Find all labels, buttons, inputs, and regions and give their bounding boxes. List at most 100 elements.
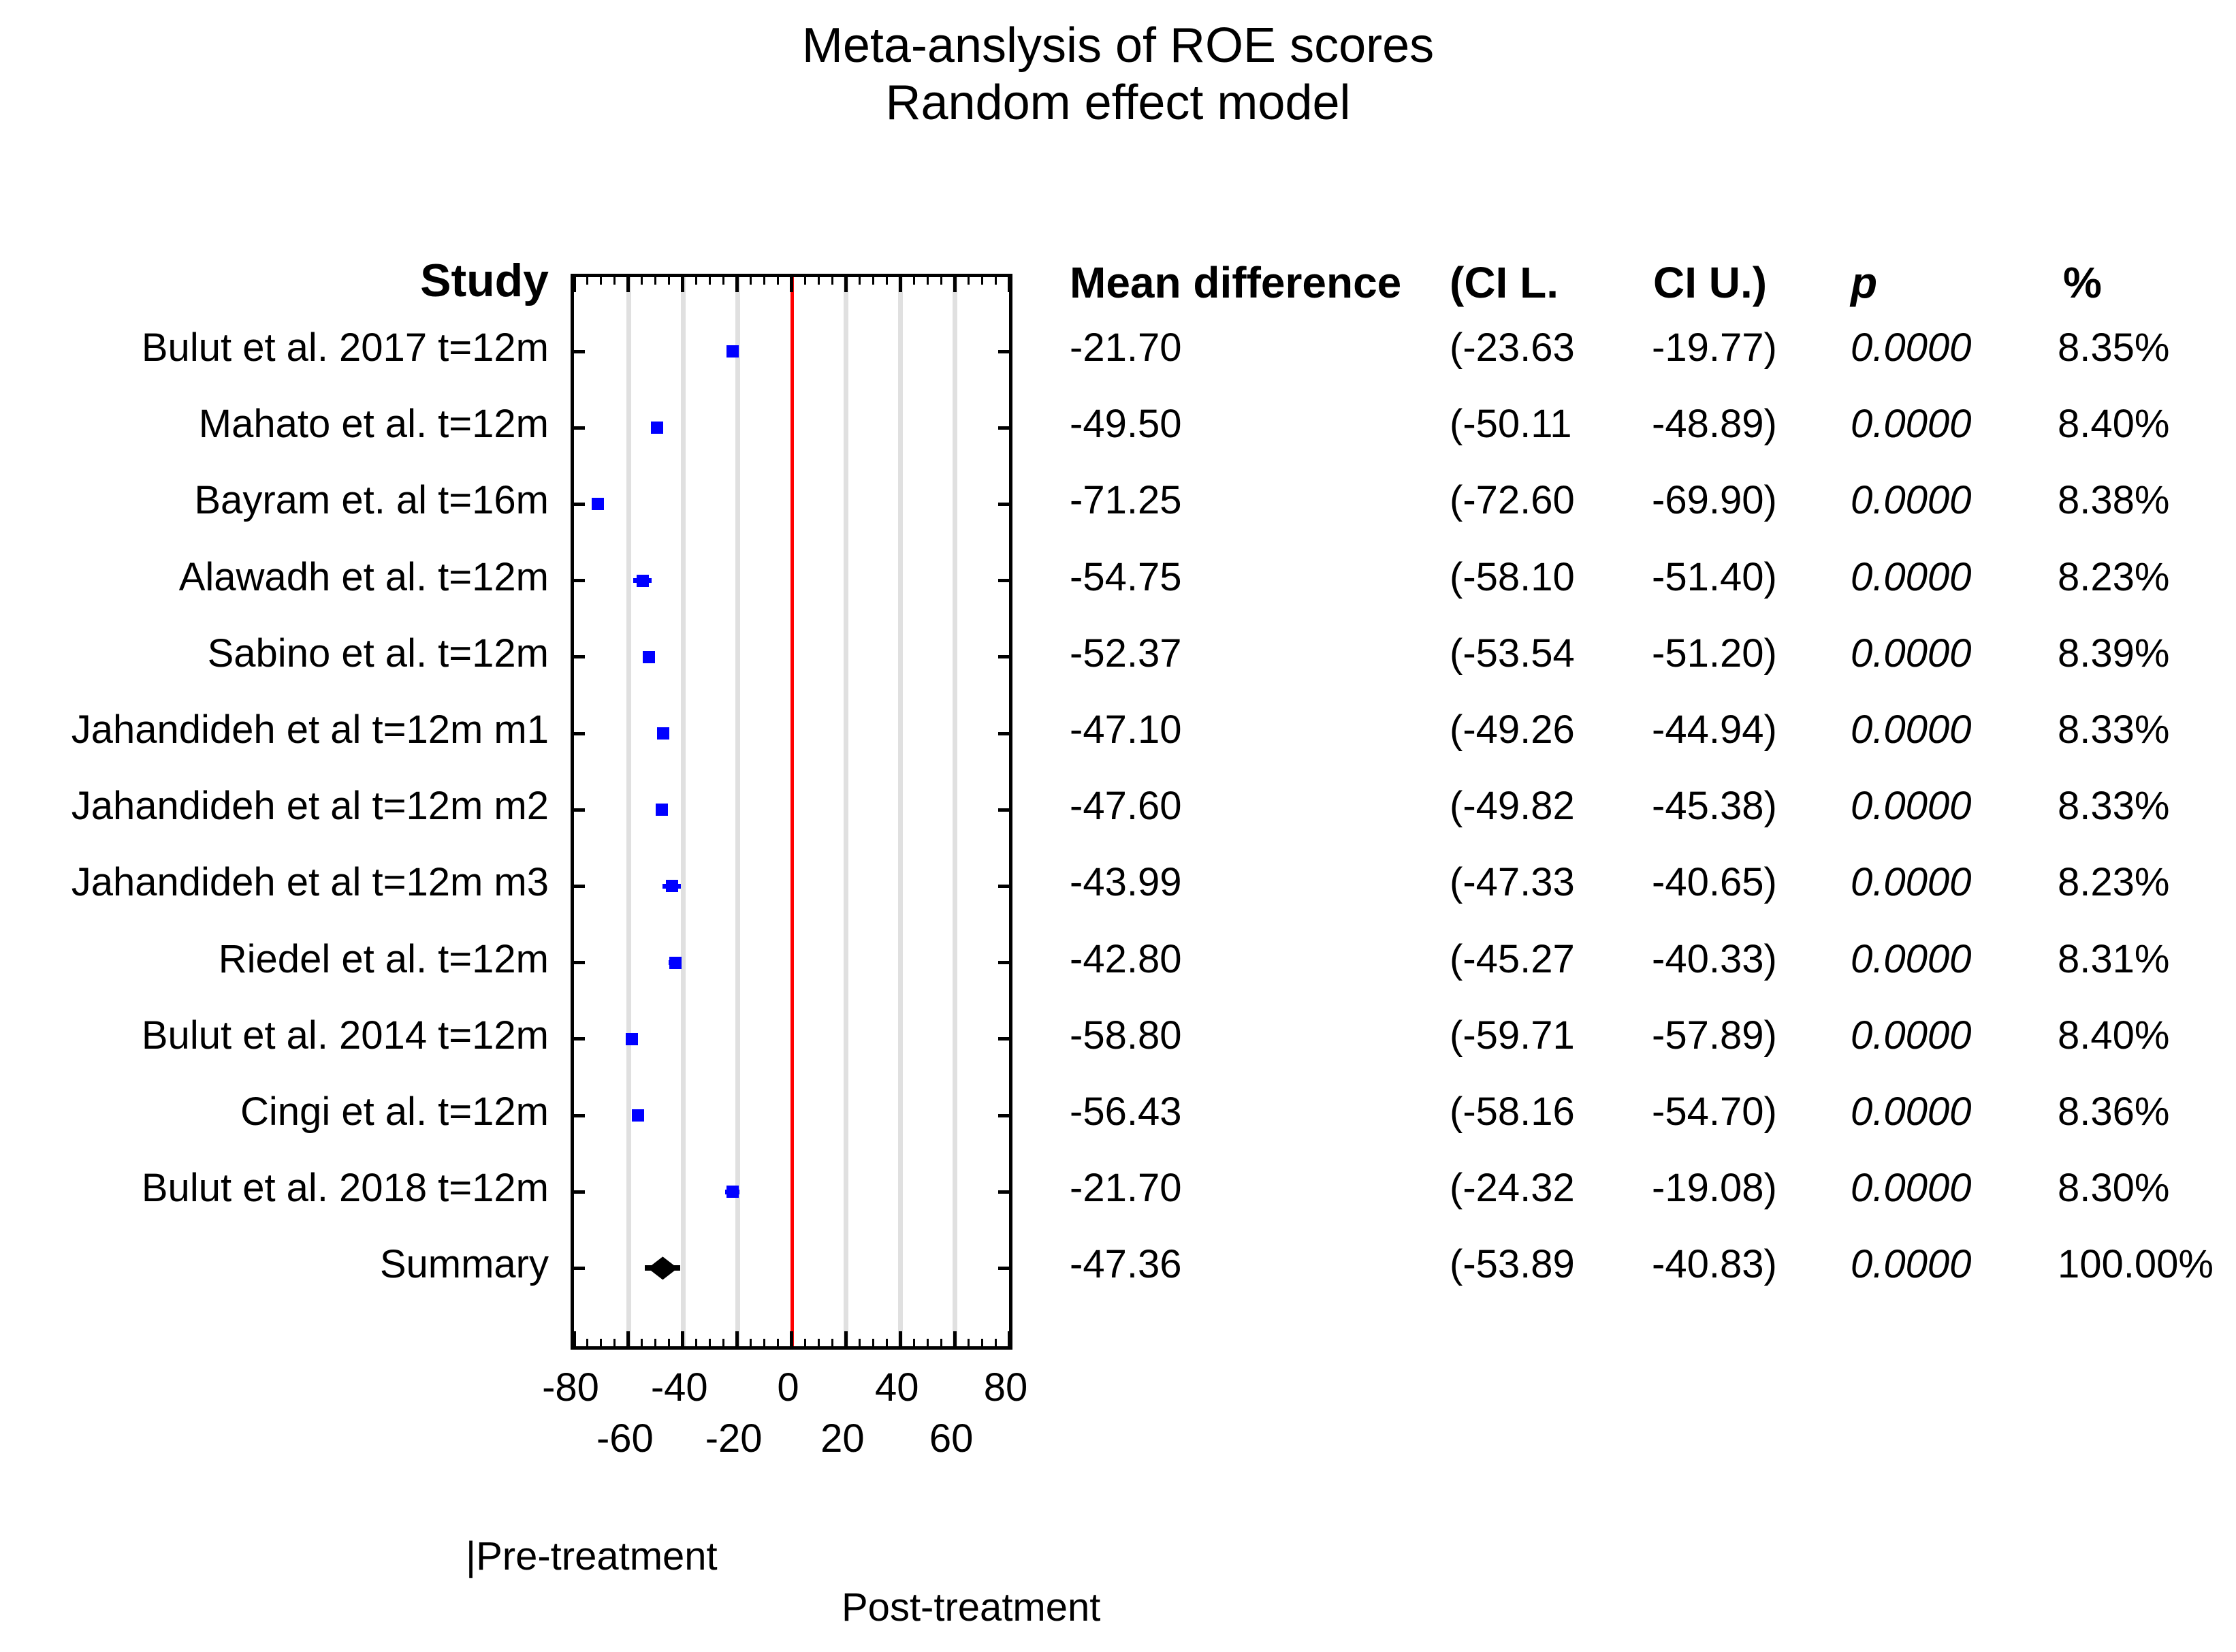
cell-weight-percent: 8.33% bbox=[2058, 784, 2170, 829]
x-axis-minor-tick bbox=[695, 1339, 698, 1346]
column-header-p-value: p bbox=[1851, 258, 1878, 307]
x-axis-minor-tick bbox=[722, 1339, 725, 1346]
table-row: -58.80 (-59.71 -57.89) 0.0000 8.40% bbox=[0, 1013, 2236, 1059]
cell-weight-percent: 8.40% bbox=[2058, 1013, 2170, 1058]
x-axis-minor-tick bbox=[817, 277, 820, 285]
cell-ci-upper: -19.77) bbox=[1652, 325, 1777, 370]
x-axis-tick-label: -60 bbox=[596, 1416, 654, 1461]
cell-ci-lower: (-59.71 bbox=[1450, 1013, 1575, 1058]
cell-ci-upper: -45.38) bbox=[1652, 784, 1777, 829]
x-axis-minor-tick bbox=[600, 277, 603, 285]
table-row: -56.43 (-58.16 -54.70) 0.0000 8.36% bbox=[0, 1089, 2236, 1135]
x-axis-minor-tick bbox=[967, 277, 970, 285]
x-axis-minor-tick bbox=[831, 1339, 833, 1346]
row-tick-left bbox=[574, 426, 585, 430]
x-axis-major-tick bbox=[681, 277, 685, 292]
row-tick-left bbox=[574, 1113, 585, 1117]
study-label: Mahato et al. t=12m bbox=[198, 402, 549, 447]
row-tick-left bbox=[574, 731, 585, 735]
x-axis-major-tick bbox=[844, 1331, 848, 1346]
x-axis-minor-tick bbox=[613, 1339, 616, 1346]
cell-mean-difference: -54.75 bbox=[1070, 554, 1182, 599]
x-axis-minor-tick bbox=[967, 1339, 970, 1346]
study-label: Jahandideh et al t=12m m1 bbox=[71, 708, 549, 752]
cell-ci-lower: (-45.27 bbox=[1450, 936, 1575, 981]
x-axis-major-tick bbox=[790, 277, 793, 292]
row-tick-left bbox=[574, 808, 585, 812]
x-axis-minor-tick bbox=[641, 1339, 643, 1346]
study-point-marker bbox=[656, 804, 669, 816]
x-axis-major-tick bbox=[626, 1331, 630, 1346]
cell-ci-upper: -54.70) bbox=[1652, 1090, 1777, 1134]
cell-ci-lower: (-58.16 bbox=[1450, 1090, 1575, 1134]
x-axis-major-tick bbox=[898, 1331, 902, 1346]
x-axis-minor-tick bbox=[858, 277, 861, 285]
row-tick-left bbox=[574, 502, 585, 506]
x-axis-minor-tick bbox=[613, 277, 616, 285]
study-label: Summary bbox=[379, 1242, 549, 1287]
x-axis-minor-tick bbox=[586, 277, 589, 285]
study-point-marker bbox=[636, 574, 649, 587]
x-axis-minor-tick bbox=[763, 1339, 766, 1346]
study-label: Bulut et al. 2018 t=12m bbox=[141, 1166, 549, 1211]
pre-treatment-label: |Pre-treatment bbox=[466, 1534, 718, 1578]
cell-ci-upper: -44.94) bbox=[1652, 708, 1777, 752]
row-tick-right bbox=[998, 655, 1009, 659]
x-axis-tick-label: -20 bbox=[705, 1416, 763, 1461]
cell-ci-lower: (-58.10 bbox=[1450, 554, 1575, 599]
study-label: Jahandideh et al t=12m m2 bbox=[71, 784, 549, 829]
cell-ci-lower: (-49.26 bbox=[1450, 708, 1575, 752]
cell-ci-lower: (-49.82 bbox=[1450, 784, 1575, 829]
cell-weight-percent: 8.31% bbox=[2058, 936, 2170, 981]
cell-p-value: 0.0000 bbox=[1851, 936, 1972, 981]
cell-mean-difference: -21.70 bbox=[1070, 1166, 1182, 1211]
x-axis-minor-tick bbox=[600, 1339, 603, 1346]
gridline bbox=[953, 277, 958, 1346]
row-tick-left bbox=[574, 579, 585, 583]
cell-mean-difference: -56.43 bbox=[1070, 1090, 1182, 1134]
x-axis-minor-tick bbox=[940, 1339, 942, 1346]
cell-ci-upper: -48.89) bbox=[1652, 402, 1777, 447]
cell-p-value: 0.0000 bbox=[1851, 478, 1972, 523]
cell-ci-upper: -51.20) bbox=[1652, 631, 1777, 676]
study-point-marker bbox=[643, 650, 656, 663]
x-axis-minor-tick bbox=[641, 277, 643, 285]
x-axis-major-tick bbox=[790, 1331, 793, 1346]
cell-weight-percent: 100.00% bbox=[2058, 1242, 2214, 1287]
table-row: -54.75 (-58.10 -51.40) 0.0000 8.23% bbox=[0, 554, 2236, 601]
x-axis-minor-tick bbox=[777, 277, 780, 285]
table-row: -21.70 (-24.32 -19.08) 0.0000 8.30% bbox=[0, 1165, 2236, 1211]
cell-weight-percent: 8.36% bbox=[2058, 1090, 2170, 1134]
x-axis-major-tick bbox=[572, 1331, 576, 1346]
gridline bbox=[626, 277, 631, 1346]
x-axis-major-tick bbox=[626, 277, 630, 292]
row-tick-right bbox=[998, 502, 1009, 506]
cell-mean-difference: -52.37 bbox=[1070, 631, 1182, 676]
x-axis-minor-tick bbox=[722, 277, 725, 285]
x-axis-minor-tick bbox=[858, 1339, 861, 1346]
study-label: Cingi et al. t=12m bbox=[240, 1090, 549, 1134]
column-header-study: Study bbox=[420, 255, 549, 306]
post-treatment-label: Post-treatment bbox=[842, 1585, 1101, 1630]
cell-ci-lower: (-47.33 bbox=[1450, 860, 1575, 905]
column-header-weight-percent: % bbox=[2063, 258, 2102, 307]
x-axis-minor-tick bbox=[709, 1339, 712, 1346]
x-axis-minor-tick bbox=[817, 1339, 820, 1346]
x-axis-minor-tick bbox=[654, 1339, 657, 1346]
cell-p-value: 0.0000 bbox=[1851, 860, 1972, 905]
cell-p-value: 0.0000 bbox=[1851, 1090, 1972, 1134]
row-tick-right bbox=[998, 884, 1009, 888]
study-label: Alawadh et al. t=12m bbox=[178, 554, 549, 599]
gridline bbox=[844, 277, 849, 1346]
cell-weight-percent: 8.23% bbox=[2058, 554, 2170, 599]
x-axis-minor-tick bbox=[994, 277, 997, 285]
chart-title-line1: Meta-anslysis of ROE scores bbox=[801, 18, 1435, 73]
x-axis-tick-label: 0 bbox=[777, 1365, 799, 1410]
study-point-marker bbox=[632, 1109, 645, 1122]
x-axis-minor-tick bbox=[750, 277, 752, 285]
study-point-marker bbox=[650, 422, 663, 434]
plot-frame bbox=[571, 274, 1012, 1350]
cell-weight-percent: 8.38% bbox=[2058, 478, 2170, 523]
table-row: -42.80 (-45.27 -40.33) 0.0000 8.31% bbox=[0, 936, 2236, 983]
